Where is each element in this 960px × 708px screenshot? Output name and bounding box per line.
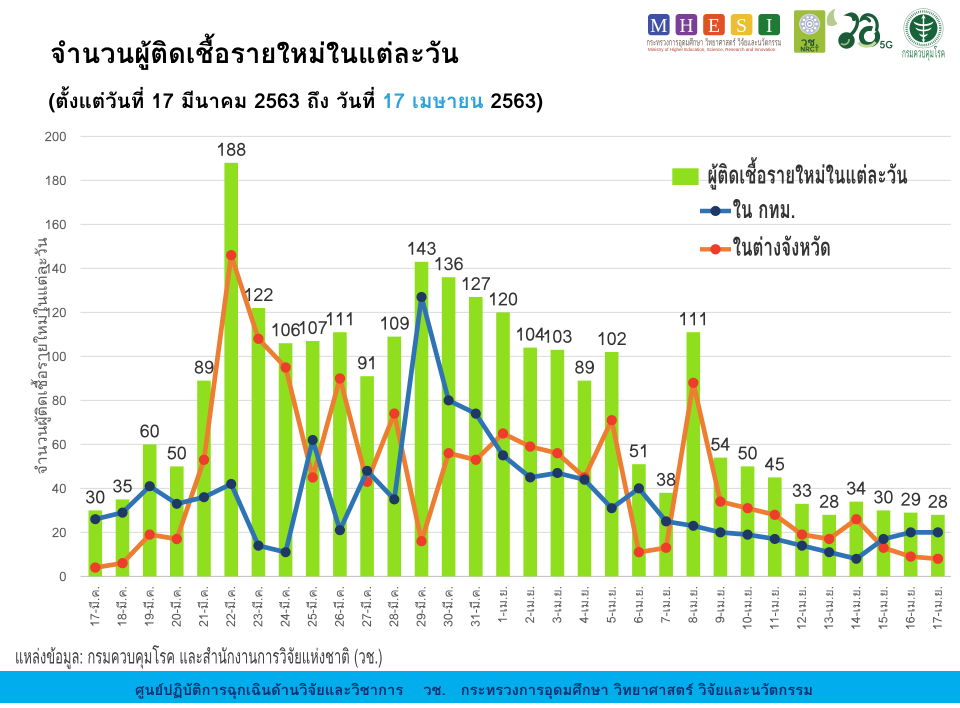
svg-text:I: I	[766, 16, 773, 37]
svg-text:Ministry of Higher Education,: Ministry of Higher Education, Science, R…	[648, 47, 776, 52]
svg-text:M: M	[650, 16, 667, 37]
svg-text:E: E	[708, 16, 720, 37]
svg-text:H: H	[679, 16, 693, 37]
svg-text:S: S	[736, 16, 747, 37]
